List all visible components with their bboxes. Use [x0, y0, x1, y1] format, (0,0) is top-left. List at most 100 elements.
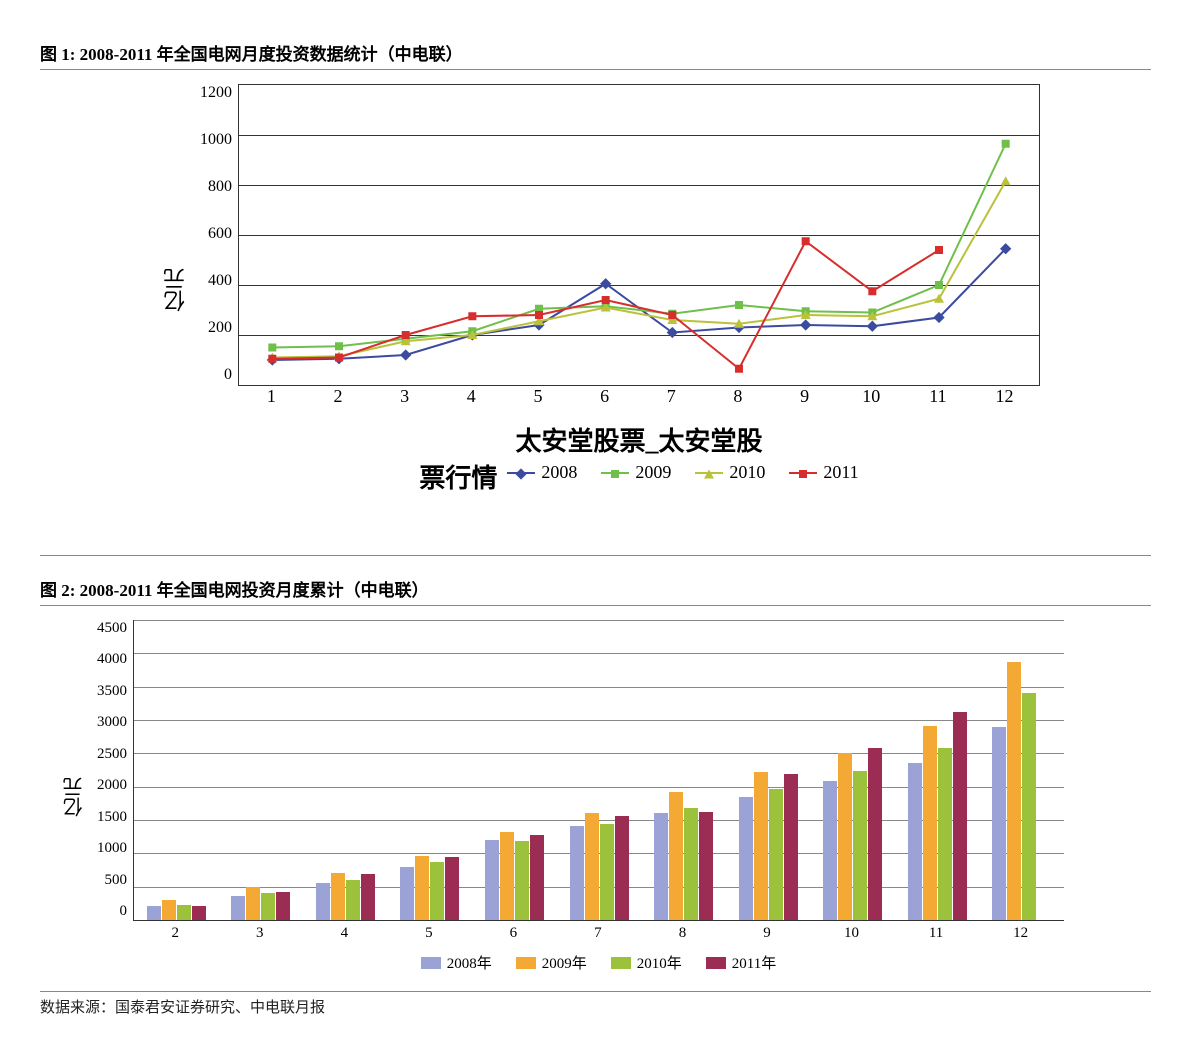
fig2-title: 图 2: 2008-2011 年全国电网投资月度累计（中电联）	[40, 576, 1151, 606]
series-marker	[935, 281, 943, 289]
legend-label: 2009年	[542, 952, 587, 973]
fig1-chart: 亿元 120010008006004002000 123456789101112…	[160, 84, 1151, 495]
y-tick: 1000	[200, 131, 232, 149]
x-tick: 3	[371, 386, 438, 407]
bar	[246, 887, 260, 920]
fig2-legend: 2008年 2009年 2010年 2011年	[133, 952, 1064, 973]
y-tick: 200	[200, 319, 232, 337]
series-marker	[735, 301, 743, 309]
legend-item: 2008	[507, 462, 577, 483]
bar	[261, 893, 275, 920]
y-tick: 1500	[97, 809, 127, 826]
y-tick: 3000	[97, 714, 127, 731]
series-marker	[868, 287, 876, 295]
legend-item: 2008年	[421, 952, 492, 973]
x-tick: 7	[638, 386, 705, 407]
legend-swatch	[421, 957, 441, 969]
bar	[515, 841, 529, 920]
bar	[530, 835, 544, 920]
fig1-divider	[40, 555, 1151, 556]
bar	[784, 774, 798, 920]
bar	[1007, 662, 1021, 920]
series-marker	[335, 354, 343, 362]
bar-group	[231, 887, 290, 920]
x-tick: 12	[978, 925, 1063, 942]
bar	[868, 748, 882, 920]
bar	[953, 712, 967, 920]
bar	[331, 873, 345, 920]
fig1-y-ticks: 120010008006004002000	[200, 84, 238, 384]
x-tick: 11	[894, 925, 979, 942]
bar	[908, 763, 922, 920]
bar	[615, 816, 629, 920]
series-marker	[268, 344, 276, 352]
fig2-divider	[40, 991, 1151, 992]
y-tick: 2000	[97, 777, 127, 794]
x-tick: 5	[505, 386, 572, 407]
fig2-plot-area	[133, 620, 1064, 921]
series-marker	[867, 321, 878, 332]
x-tick: 6	[471, 925, 556, 942]
y-tick: 3500	[97, 683, 127, 700]
series-marker	[268, 355, 276, 363]
bar	[739, 797, 753, 920]
legend-label: 2011	[823, 462, 858, 483]
fig2-chart: 亿元 450040003500300025002000150010005000 …	[60, 620, 1151, 973]
legend-item: 2009	[601, 462, 671, 483]
bar-group	[739, 772, 798, 920]
legend-swatch	[516, 957, 536, 969]
x-tick: 4	[302, 925, 387, 942]
bar	[177, 905, 191, 920]
series-marker	[668, 311, 676, 319]
bar	[754, 772, 768, 920]
y-tick: 500	[97, 872, 127, 889]
x-tick: 3	[218, 925, 303, 942]
bar	[485, 840, 499, 920]
bar	[147, 906, 161, 920]
legend-label: 2011年	[732, 952, 776, 973]
series-marker	[1002, 140, 1010, 148]
x-tick: 8	[705, 386, 772, 407]
series-marker	[602, 296, 610, 304]
legend-swatch	[611, 957, 631, 969]
legend-label: 2008	[541, 462, 577, 483]
fig2-x-ticks: 23456789101112	[133, 925, 1063, 942]
source-text: 数据来源：国泰君安证券研究、中电联月报	[40, 996, 1151, 1017]
x-tick: 1	[238, 386, 305, 407]
fig1-title: 图 1: 2008-2011 年全国电网月度投资数据统计（中电联）	[40, 40, 1151, 70]
legend-item: 2010	[695, 462, 765, 483]
series-marker	[535, 311, 543, 319]
x-tick: 9	[771, 386, 838, 407]
x-tick: 2	[133, 925, 218, 942]
bar	[992, 727, 1006, 920]
series-marker	[802, 237, 810, 245]
fig2-y-ticks: 450040003500300025002000150010005000	[97, 620, 133, 920]
series-marker	[934, 294, 944, 303]
fig1-subtitle-2: 票行情	[419, 458, 497, 495]
series-marker	[935, 246, 943, 254]
legend-item: 2009年	[516, 952, 587, 973]
bar	[445, 857, 459, 920]
legend-label: 2010	[729, 462, 765, 483]
bar	[938, 748, 952, 920]
bar-group	[908, 712, 967, 920]
series-marker	[468, 312, 476, 320]
x-tick: 10	[809, 925, 894, 942]
bar	[600, 824, 614, 920]
legend-swatch	[706, 957, 726, 969]
bar	[276, 892, 290, 920]
bar-group	[485, 832, 544, 920]
y-tick: 600	[200, 225, 232, 243]
bar-group	[147, 900, 206, 920]
bar	[585, 813, 599, 920]
series-line	[272, 181, 1005, 357]
series-marker	[800, 319, 811, 330]
y-tick: 0	[200, 366, 232, 384]
x-tick: 9	[725, 925, 810, 942]
bar	[1022, 693, 1036, 920]
bar	[769, 789, 783, 920]
legend-item: 2011	[789, 462, 858, 483]
legend-item: 2010年	[611, 952, 682, 973]
bar-group	[570, 813, 629, 920]
series-marker	[400, 349, 411, 360]
